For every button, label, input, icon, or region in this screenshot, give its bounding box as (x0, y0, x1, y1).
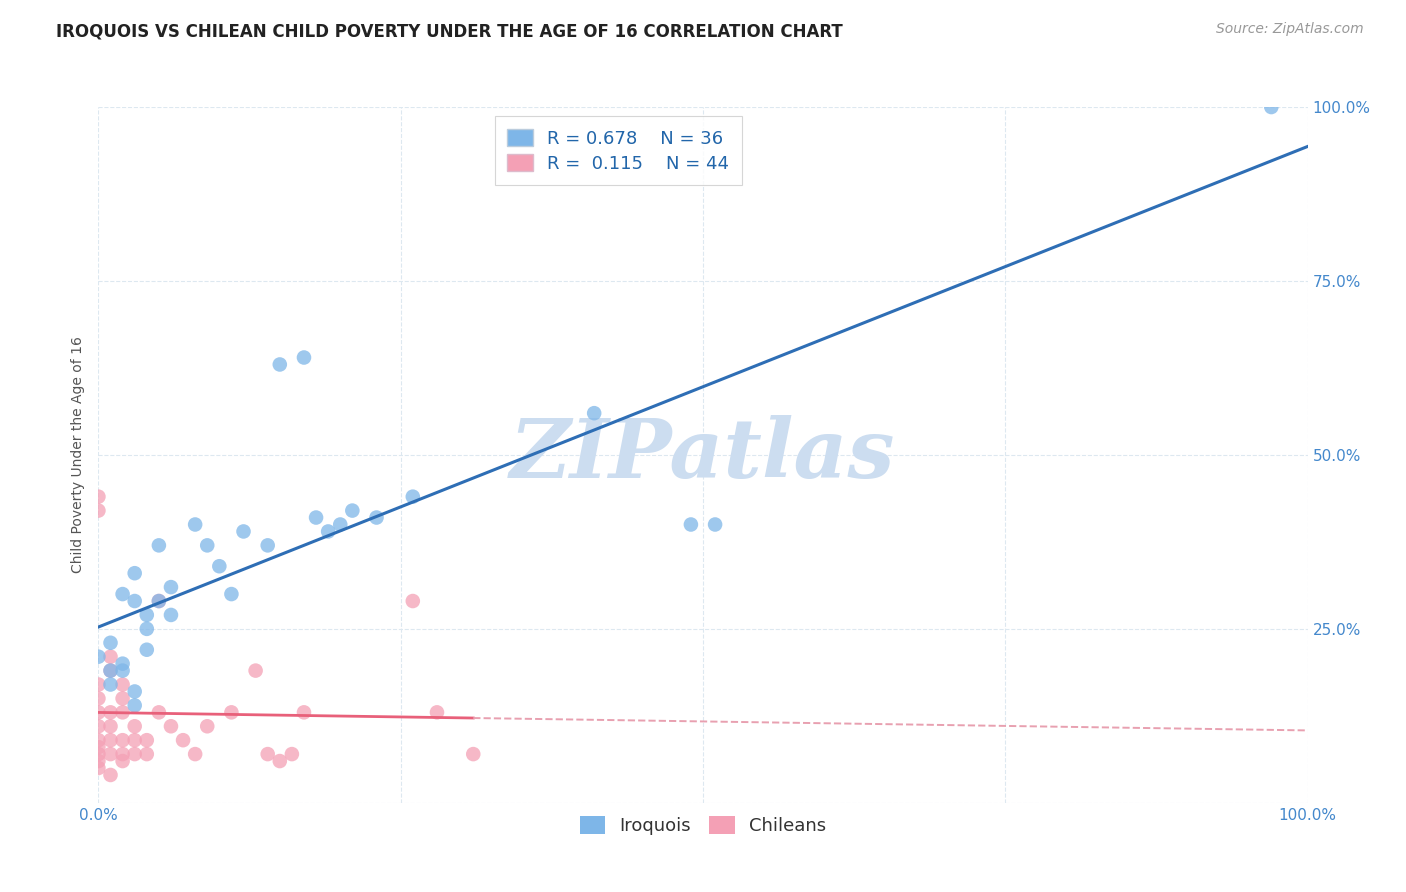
Point (269, 754, 291, 768)
Text: IROQUOIS VS CHILEAN CHILD POVERTY UNDER THE AGE OF 16 CORRELATION CHART: IROQUOIS VS CHILEAN CHILD POVERTY UNDER … (56, 22, 844, 40)
Point (111, 677, 134, 691)
Point (135, 747, 157, 761)
Point (704, 517, 727, 532)
Point (100, 719, 122, 733)
Point (184, 747, 207, 761)
Point (679, 517, 702, 532)
Point (124, 566, 146, 581)
Point (463, 747, 485, 761)
Point (111, 587, 134, 601)
Point (208, 559, 231, 574)
Point (292, 706, 315, 720)
Point (292, 351, 315, 365)
Point (100, 747, 122, 761)
Point (111, 733, 134, 747)
Point (402, 594, 425, 608)
Point (366, 510, 388, 524)
Point (402, 490, 425, 504)
Point (148, 594, 170, 608)
Point (87, 706, 110, 720)
Point (305, 510, 328, 524)
Point (124, 594, 146, 608)
Point (195, 538, 218, 552)
Point (148, 538, 170, 552)
Point (281, 747, 304, 761)
Point (148, 594, 170, 608)
Point (245, 664, 267, 678)
Point (124, 698, 146, 713)
Point (87, 747, 110, 761)
Point (1260, 100, 1282, 114)
Point (160, 580, 183, 594)
Point (100, 677, 122, 691)
Point (87, 754, 110, 768)
Point (111, 747, 134, 761)
Point (100, 649, 122, 664)
Point (111, 691, 134, 706)
Point (172, 733, 194, 747)
Y-axis label: Child Poverty Under the Age of 16: Child Poverty Under the Age of 16 (70, 336, 84, 574)
Point (87, 649, 110, 664)
Point (124, 747, 146, 761)
Point (426, 706, 449, 720)
Point (87, 677, 110, 691)
Legend: Iroquois, Chileans: Iroquois, Chileans (572, 809, 834, 842)
Point (135, 642, 157, 657)
Point (269, 358, 291, 372)
Point (329, 517, 352, 532)
Point (87, 691, 110, 706)
Text: ZIPatlas: ZIPatlas (510, 415, 896, 495)
Point (135, 733, 157, 747)
Point (256, 747, 278, 761)
Point (124, 719, 146, 733)
Point (160, 719, 183, 733)
Point (184, 517, 207, 532)
Point (100, 664, 122, 678)
Point (100, 706, 122, 720)
Point (195, 719, 218, 733)
Point (87, 503, 110, 517)
Point (100, 733, 122, 747)
Point (100, 768, 122, 782)
Point (111, 754, 134, 768)
Point (342, 503, 364, 517)
Point (111, 706, 134, 720)
Point (221, 587, 243, 601)
Point (135, 607, 157, 622)
Point (124, 733, 146, 747)
Point (87, 719, 110, 733)
Point (111, 664, 134, 678)
Point (256, 538, 278, 552)
Point (221, 706, 243, 720)
Point (148, 706, 170, 720)
Point (111, 657, 134, 671)
Point (87, 733, 110, 747)
Text: Source: ZipAtlas.com: Source: ZipAtlas.com (1216, 22, 1364, 37)
Point (583, 406, 606, 420)
Point (87, 490, 110, 504)
Point (87, 740, 110, 755)
Point (316, 524, 339, 539)
Point (87, 761, 110, 775)
Point (160, 607, 183, 622)
Point (124, 684, 146, 698)
Point (100, 664, 122, 678)
Point (232, 524, 254, 539)
Point (135, 622, 157, 636)
Point (100, 636, 122, 650)
